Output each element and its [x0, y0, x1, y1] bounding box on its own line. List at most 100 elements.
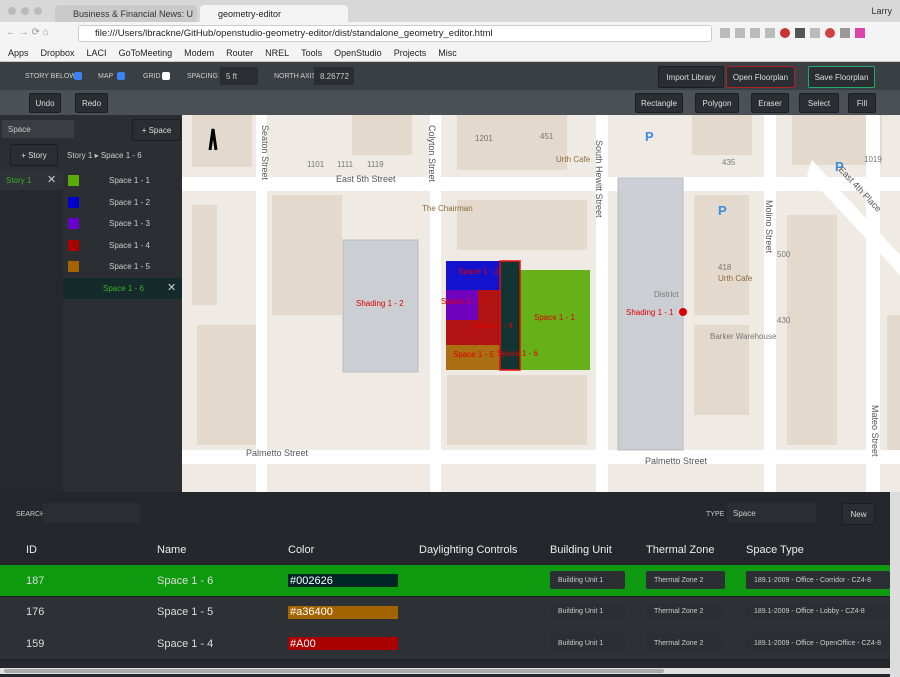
save-button[interactable]: Save Floorplan — [808, 66, 875, 88]
column-header[interactable]: Daylighting Controls — [419, 543, 518, 556]
space-name: Space 1 - 5 — [109, 262, 150, 271]
new-button[interactable]: New — [842, 503, 875, 525]
place-label: District — [654, 290, 679, 299]
color-swatch — [68, 175, 79, 186]
space-shape — [518, 270, 590, 370]
label: SPACING — [187, 73, 218, 80]
space-label: Space 1 - 1 — [534, 313, 575, 322]
space-item[interactable]: Space 1 - 2 — [63, 192, 182, 213]
bookmark[interactable]: NREL — [265, 48, 290, 58]
select[interactable]: Thermal Zone 2 — [646, 634, 725, 652]
table-row[interactable]: 187 Space 1 - 6 #002626 Building Unit 1 Ther… — [0, 565, 890, 597]
bookmark[interactable]: OpenStudio — [334, 48, 382, 58]
import-button[interactable]: Import Library — [658, 66, 724, 88]
url-bar[interactable]: file:///Users/lbrackne/GitHub/openstudio… — [78, 25, 712, 42]
svg-text:P: P — [645, 129, 654, 144]
bookmark[interactable]: Modem — [184, 48, 215, 58]
select[interactable]: Building Unit 1 — [550, 634, 625, 652]
tool-button[interactable]: Eraser — [751, 93, 789, 113]
cell-id: 176 — [26, 606, 45, 618]
tab[interactable]: geometry-editor — [200, 5, 348, 22]
type-select[interactable]: Space — [727, 503, 816, 523]
space-item[interactable]: Space 1 - 4 — [63, 235, 182, 256]
select[interactable]: Thermal Zone 2 — [646, 602, 725, 621]
map-canvas[interactable]: Space 1 - 1 Space 1 - 2 Space 1 - 3 Space 1… — [182, 115, 900, 492]
select[interactable]: 189.1-2009 - Office - OpenOffice - CZ4-8 — [746, 634, 890, 652]
space-item[interactable]: Space 1 - 5 — [63, 256, 182, 277]
checkbox[interactable] — [117, 72, 125, 80]
tool-button[interactable]: Rectangle — [635, 93, 683, 113]
color-value: #002626 — [290, 574, 333, 587]
column-header[interactable]: Building Unit — [550, 543, 612, 556]
map-number: 1201 — [475, 134, 493, 143]
tool-button[interactable]: Select — [799, 93, 839, 113]
bookmark[interactable]: Dropbox — [40, 48, 75, 58]
bookmark[interactable]: Projects — [393, 48, 427, 58]
table-row[interactable]: 176 Space 1 - 5 #a36400 Building Unit 1 Ther… — [0, 596, 890, 629]
breadcrumb-item[interactable]: Story 1 — [67, 151, 93, 160]
toolbar: STORY BELOW MAP GRID SPACING 5 ft NORTH … — [0, 62, 900, 90]
redo-button[interactable]: Redo — [75, 93, 108, 113]
space-item[interactable]: Space 1 - 1 — [63, 170, 182, 191]
color-swatch — [68, 239, 79, 251]
breadcrumb-item[interactable]: Space 1 - 6 — [100, 151, 142, 160]
column-header[interactable]: Space Type — [746, 543, 804, 556]
bookmark[interactable]: Apps — [8, 48, 29, 58]
tab[interactable]: Business & Financial News: U — [55, 5, 197, 22]
story-item[interactable]: Story 1 — [6, 176, 32, 185]
space-item[interactable]: Space 1 - 3 — [63, 213, 182, 234]
address-area: ← → ⟳ ⌂ file:///Users/lbrackne/GitHub/op… — [0, 22, 900, 45]
select[interactable]: 189.1-2009 - Office - Lobby - CZ4-8 — [746, 602, 890, 621]
search-input[interactable] — [43, 503, 140, 523]
select[interactable]: Building Unit 1 — [550, 602, 625, 621]
open-button[interactable]: Open Floorplan — [726, 66, 795, 88]
label: SEARCH — [16, 511, 46, 518]
user-name[interactable]: Larry — [871, 6, 892, 16]
mode-select[interactable]: Space — [2, 120, 74, 138]
add-story-button[interactable]: + Story — [10, 144, 58, 166]
color-input[interactable]: #002626 — [288, 574, 398, 587]
bookmark[interactable]: GoToMeeting — [118, 48, 173, 58]
map-number: 418 — [718, 263, 732, 272]
column-header[interactable]: Name — [157, 543, 187, 556]
select[interactable]: Building Unit 1 — [550, 571, 625, 589]
color-input[interactable]: #a36400 — [288, 605, 398, 619]
color-input[interactable]: #A00 — [288, 637, 398, 650]
space-label: Space 1 - 2 — [458, 267, 499, 276]
tool-button[interactable]: Fill — [848, 93, 876, 113]
north-axis-input[interactable]: 8.26772 — [314, 67, 354, 85]
space-label: Space 1 - 6 — [497, 349, 538, 358]
street-label: South Hewitt Street — [594, 140, 604, 218]
bookmark[interactable]: LACI — [86, 48, 107, 58]
column-header[interactable]: Color — [288, 543, 315, 556]
color-swatch — [68, 196, 79, 208]
column-header[interactable]: ID — [26, 543, 37, 556]
table-row[interactable]: 159 Space 1 - 4 #A00 Building Unit 1 Thermal… — [0, 628, 890, 660]
close-icon[interactable]: ✕ — [167, 281, 177, 294]
select[interactable]: Thermal Zone 2 — [646, 571, 725, 589]
color-swatch — [68, 218, 79, 229]
space-shape — [446, 290, 478, 320]
color-value: #A00 — [290, 637, 316, 650]
checkbox[interactable] — [74, 72, 82, 80]
shading-label: Shading 1 - 1 — [626, 308, 674, 317]
street-label: Seaton Street — [260, 125, 270, 181]
add-space-button[interactable]: + Space — [132, 119, 181, 141]
bookmark[interactable]: Misc — [438, 48, 457, 58]
tool-button[interactable]: Polygon — [695, 93, 739, 113]
bookmark[interactable]: Router — [226, 48, 254, 58]
color-value: #a36400 — [290, 606, 333, 618]
cell-name: Space 1 - 6 — [157, 574, 214, 587]
space-item[interactable]: Space 1 - 6 ✕ — [63, 277, 182, 299]
select[interactable]: 189.1-2009 - Office - Corridor - CZ4-8 — [746, 571, 890, 589]
spacing-input[interactable]: 5 ft — [220, 67, 258, 85]
space-shape — [446, 261, 500, 290]
checkbox[interactable] — [162, 72, 170, 80]
undo-button[interactable]: Undo — [29, 93, 61, 113]
column-header[interactable]: Thermal Zone — [646, 543, 715, 556]
bookmark[interactable]: Tools — [301, 48, 323, 58]
sidebar: Space + Space + Story Story 1 ▸ Space 1 … — [0, 115, 182, 492]
map-number: 1019 — [864, 155, 882, 164]
map-number: 500 — [777, 250, 791, 259]
